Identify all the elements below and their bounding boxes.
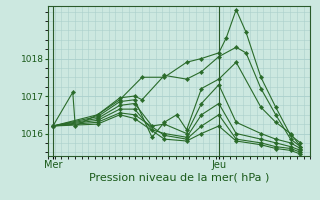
X-axis label: Pression niveau de la mer( hPa ): Pression niveau de la mer( hPa ) (89, 173, 269, 183)
